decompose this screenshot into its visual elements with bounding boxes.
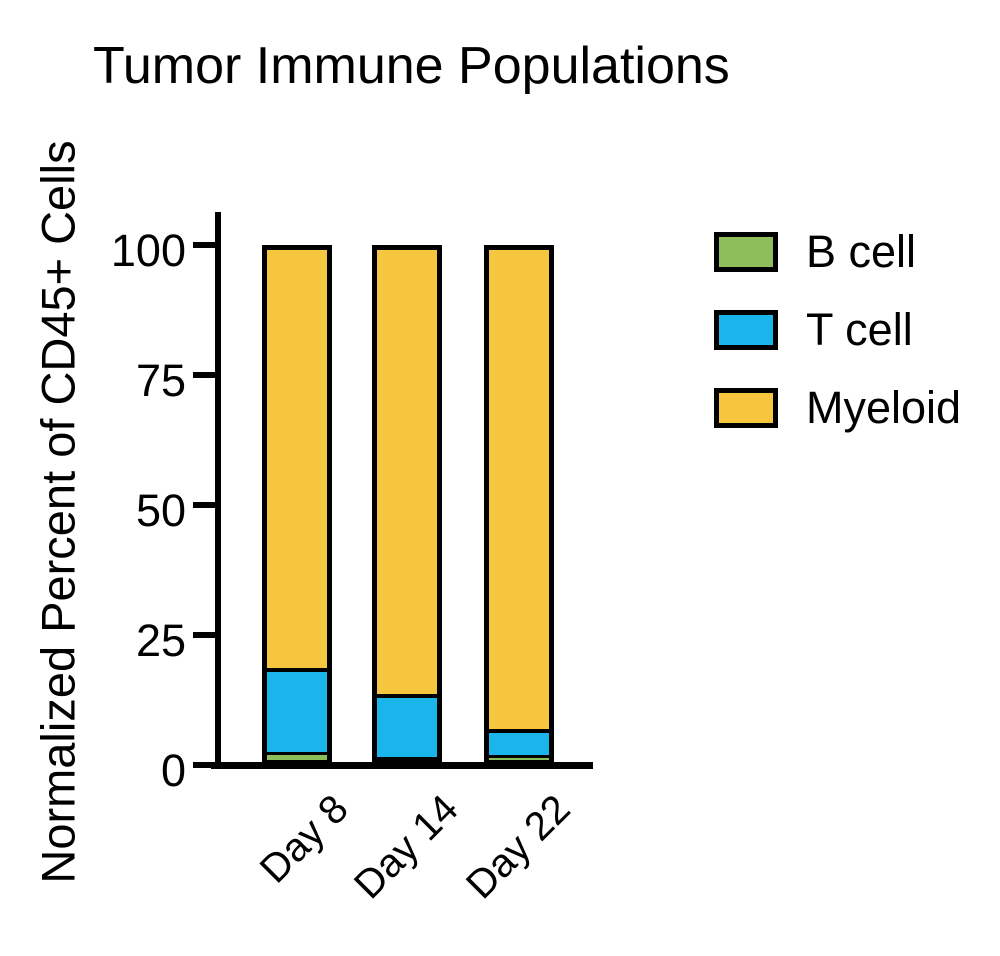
- bar-segment-t-cell-day-22: [489, 729, 549, 760]
- y-tick-0: [193, 762, 215, 768]
- chart-title: Tumor Immune Populations: [93, 37, 730, 95]
- bar-day-22: [484, 245, 554, 765]
- y-tick-label-0: 0: [160, 745, 186, 796]
- bar-day-14: [372, 245, 442, 765]
- bar-segment-b-cell-day-22: [489, 754, 549, 760]
- x-axis-line: [211, 762, 593, 769]
- bar-day-8: [262, 245, 332, 765]
- y-tick-label-25: 25: [135, 615, 186, 666]
- y-tick-50: [193, 502, 215, 508]
- y-tick-75: [193, 372, 215, 378]
- legend-label-b-cell: B cell: [806, 226, 917, 277]
- legend-swatch-b-cell: [714, 232, 778, 272]
- bar-inner-day-14: [377, 250, 437, 760]
- legend-swatch-t-cell: [714, 310, 778, 350]
- bar-inner-day-8: [267, 250, 327, 760]
- y-axis-line: [215, 212, 221, 768]
- bar-inner-day-22: [489, 250, 549, 760]
- y-tick-25: [193, 632, 215, 638]
- bar-segment-t-cell-day-8: [267, 668, 327, 760]
- y-tick-label-50: 50: [135, 485, 186, 536]
- y-tick-100: [193, 242, 215, 248]
- y-tick-label-100: 100: [110, 225, 186, 276]
- legend-label-t-cell: T cell: [806, 304, 913, 355]
- x-tick-label-day-22: Day 22: [457, 786, 579, 908]
- x-tick-label-day-14: Day 14: [345, 786, 467, 908]
- y-tick-label-75: 75: [135, 355, 186, 406]
- legend-row-myeloid: Myeloid: [714, 382, 961, 433]
- legend-swatch-myeloid: [714, 388, 778, 428]
- legend-label-myeloid: Myeloid: [806, 382, 962, 433]
- x-tick-label-day-8: Day 8: [251, 786, 357, 892]
- legend-row-b-cell: B cell: [714, 226, 916, 277]
- bar-segment-b-cell-day-14: [377, 757, 437, 760]
- bar-segment-t-cell-day-14: [377, 693, 437, 760]
- legend-row-t-cell: T cell: [714, 304, 913, 355]
- bar-segment-b-cell-day-8: [267, 752, 327, 760]
